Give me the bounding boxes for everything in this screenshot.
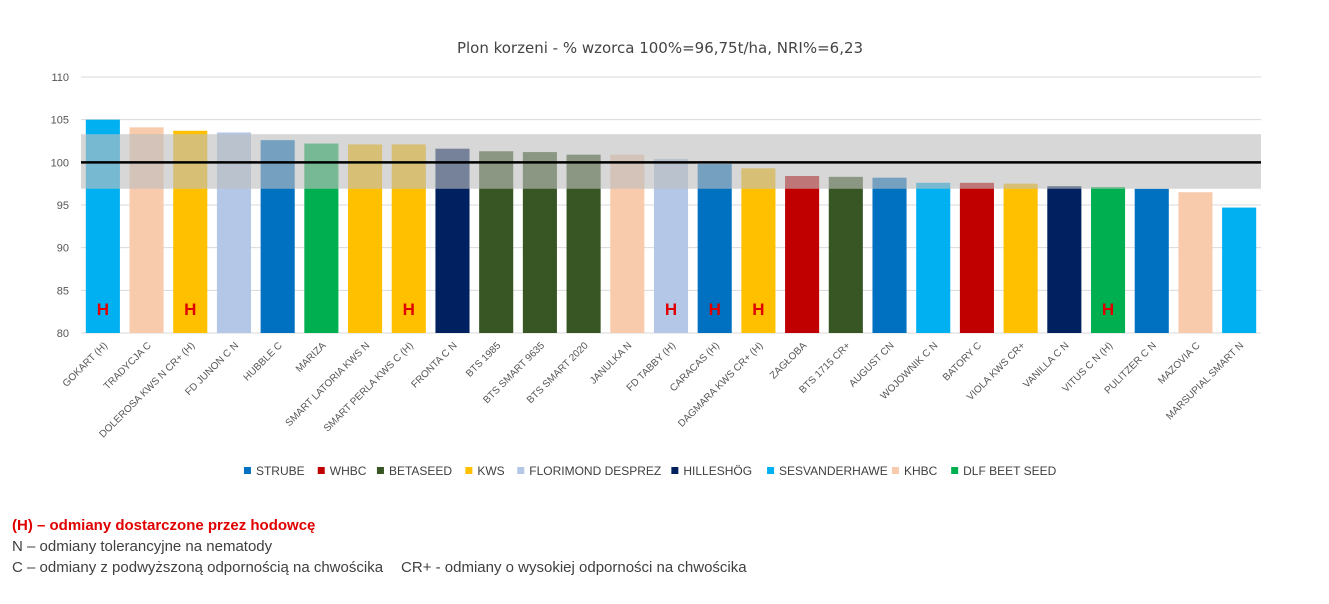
x-tick-label: AUGUST CN [847, 340, 896, 389]
bar [697, 164, 732, 333]
note-h: (H) – odmiany dostarczone przez hodowcę [12, 517, 316, 534]
x-tick-label: MARSUPIAL SMART N [1164, 340, 1246, 422]
bar [1134, 188, 1169, 333]
legend-swatch [951, 467, 959, 474]
bar [785, 175, 820, 333]
legend-label: BETASEED [389, 464, 452, 478]
y-tick-label: 85 [57, 285, 69, 297]
legend-swatch [767, 467, 775, 474]
h-marker: H [403, 300, 415, 319]
y-tick-label: 105 [51, 115, 69, 127]
note-n: N – odmiany tolerancyjne na nematody [12, 538, 273, 555]
y-tick-label: 100 [51, 157, 69, 169]
h-marker: H [752, 300, 764, 319]
x-tick-label: MAZOVIA C [1156, 340, 1202, 386]
h-marker: H [184, 300, 196, 319]
notes: (H) – odmiany dostarczone przez hodowcę … [12, 515, 747, 578]
y-tick-label: 95 [57, 200, 69, 212]
x-tick-label: SMART PERLA KWS C (H) [322, 340, 416, 434]
h-marker: H [97, 300, 109, 319]
legend-label: DLF BEET SEED [963, 464, 1056, 478]
bar [1047, 186, 1082, 333]
bar [1090, 187, 1126, 333]
bar [1003, 183, 1038, 333]
bar [959, 182, 994, 333]
legend: STRUBE WHBC BETASEED KWS FLORIMOND DESPREZ HI… [243, 464, 1057, 478]
legend-label: HILLESHÖG [683, 464, 752, 478]
legend-label: KHBC [904, 464, 938, 478]
x-tick-label: JANULKA N [588, 340, 634, 386]
h-marker: H [1102, 300, 1114, 319]
note-cr: CR+ - odmiany o wysokiej odporności na c… [401, 559, 747, 576]
bar [741, 168, 776, 333]
legend-swatch [517, 467, 525, 474]
chart: Plon korzeni - % wzorca 100%=96,75t/ha, … [51, 39, 1261, 478]
legend-label: FLORIMOND DESPREZ [529, 464, 661, 478]
x-tick-label: BTS 1985 [464, 340, 504, 380]
x-tick-label: BATORY C [941, 340, 984, 383]
x-tick-label: SMART LATORIA KWS N [284, 340, 373, 429]
bar [872, 177, 907, 333]
note-c: C – odmiany z podwyższoną odpornością na… [12, 559, 384, 576]
y-tick-label: 90 [57, 243, 69, 255]
x-tick-label: MARIZA [294, 340, 329, 375]
legend-swatch [317, 467, 325, 474]
y-axis: 80 85 90 95 100 105 110 [51, 72, 69, 340]
legend-label: KWS [477, 464, 504, 478]
nri-band [81, 134, 1261, 189]
legend-swatch [671, 467, 679, 474]
legend-label: SESVANDERHAWE [779, 464, 888, 478]
legend-swatch [243, 467, 251, 474]
bar [1178, 192, 1213, 333]
y-tick-label: 110 [51, 72, 69, 84]
legend-label: STRUBE [256, 464, 305, 478]
x-tick-label: HUBBLE C [242, 340, 285, 383]
x-tick-label: ZAGŁOBA [768, 340, 809, 381]
h-marker: H [709, 300, 721, 319]
note-c-line: C – odmiany z podwyższoną odpornością na… [12, 557, 747, 578]
legend-label: WHBC [330, 464, 367, 478]
y-tick-label: 80 [57, 328, 69, 340]
chart-title: Plon korzeni - % wzorca 100%=96,75t/ha, … [457, 39, 863, 57]
legend-swatch [465, 467, 473, 474]
bar [828, 176, 863, 333]
x-tick-label: GOKART (H) [61, 340, 110, 389]
x-tick-label: FRONTA C N [410, 340, 460, 390]
bar [1222, 207, 1257, 333]
h-marker: H [665, 300, 677, 319]
x-tick-label: DAGMARA KWS CR+ (H) [676, 340, 765, 429]
legend-swatch [376, 467, 384, 474]
bar [916, 182, 951, 333]
legend-swatch [891, 467, 899, 474]
